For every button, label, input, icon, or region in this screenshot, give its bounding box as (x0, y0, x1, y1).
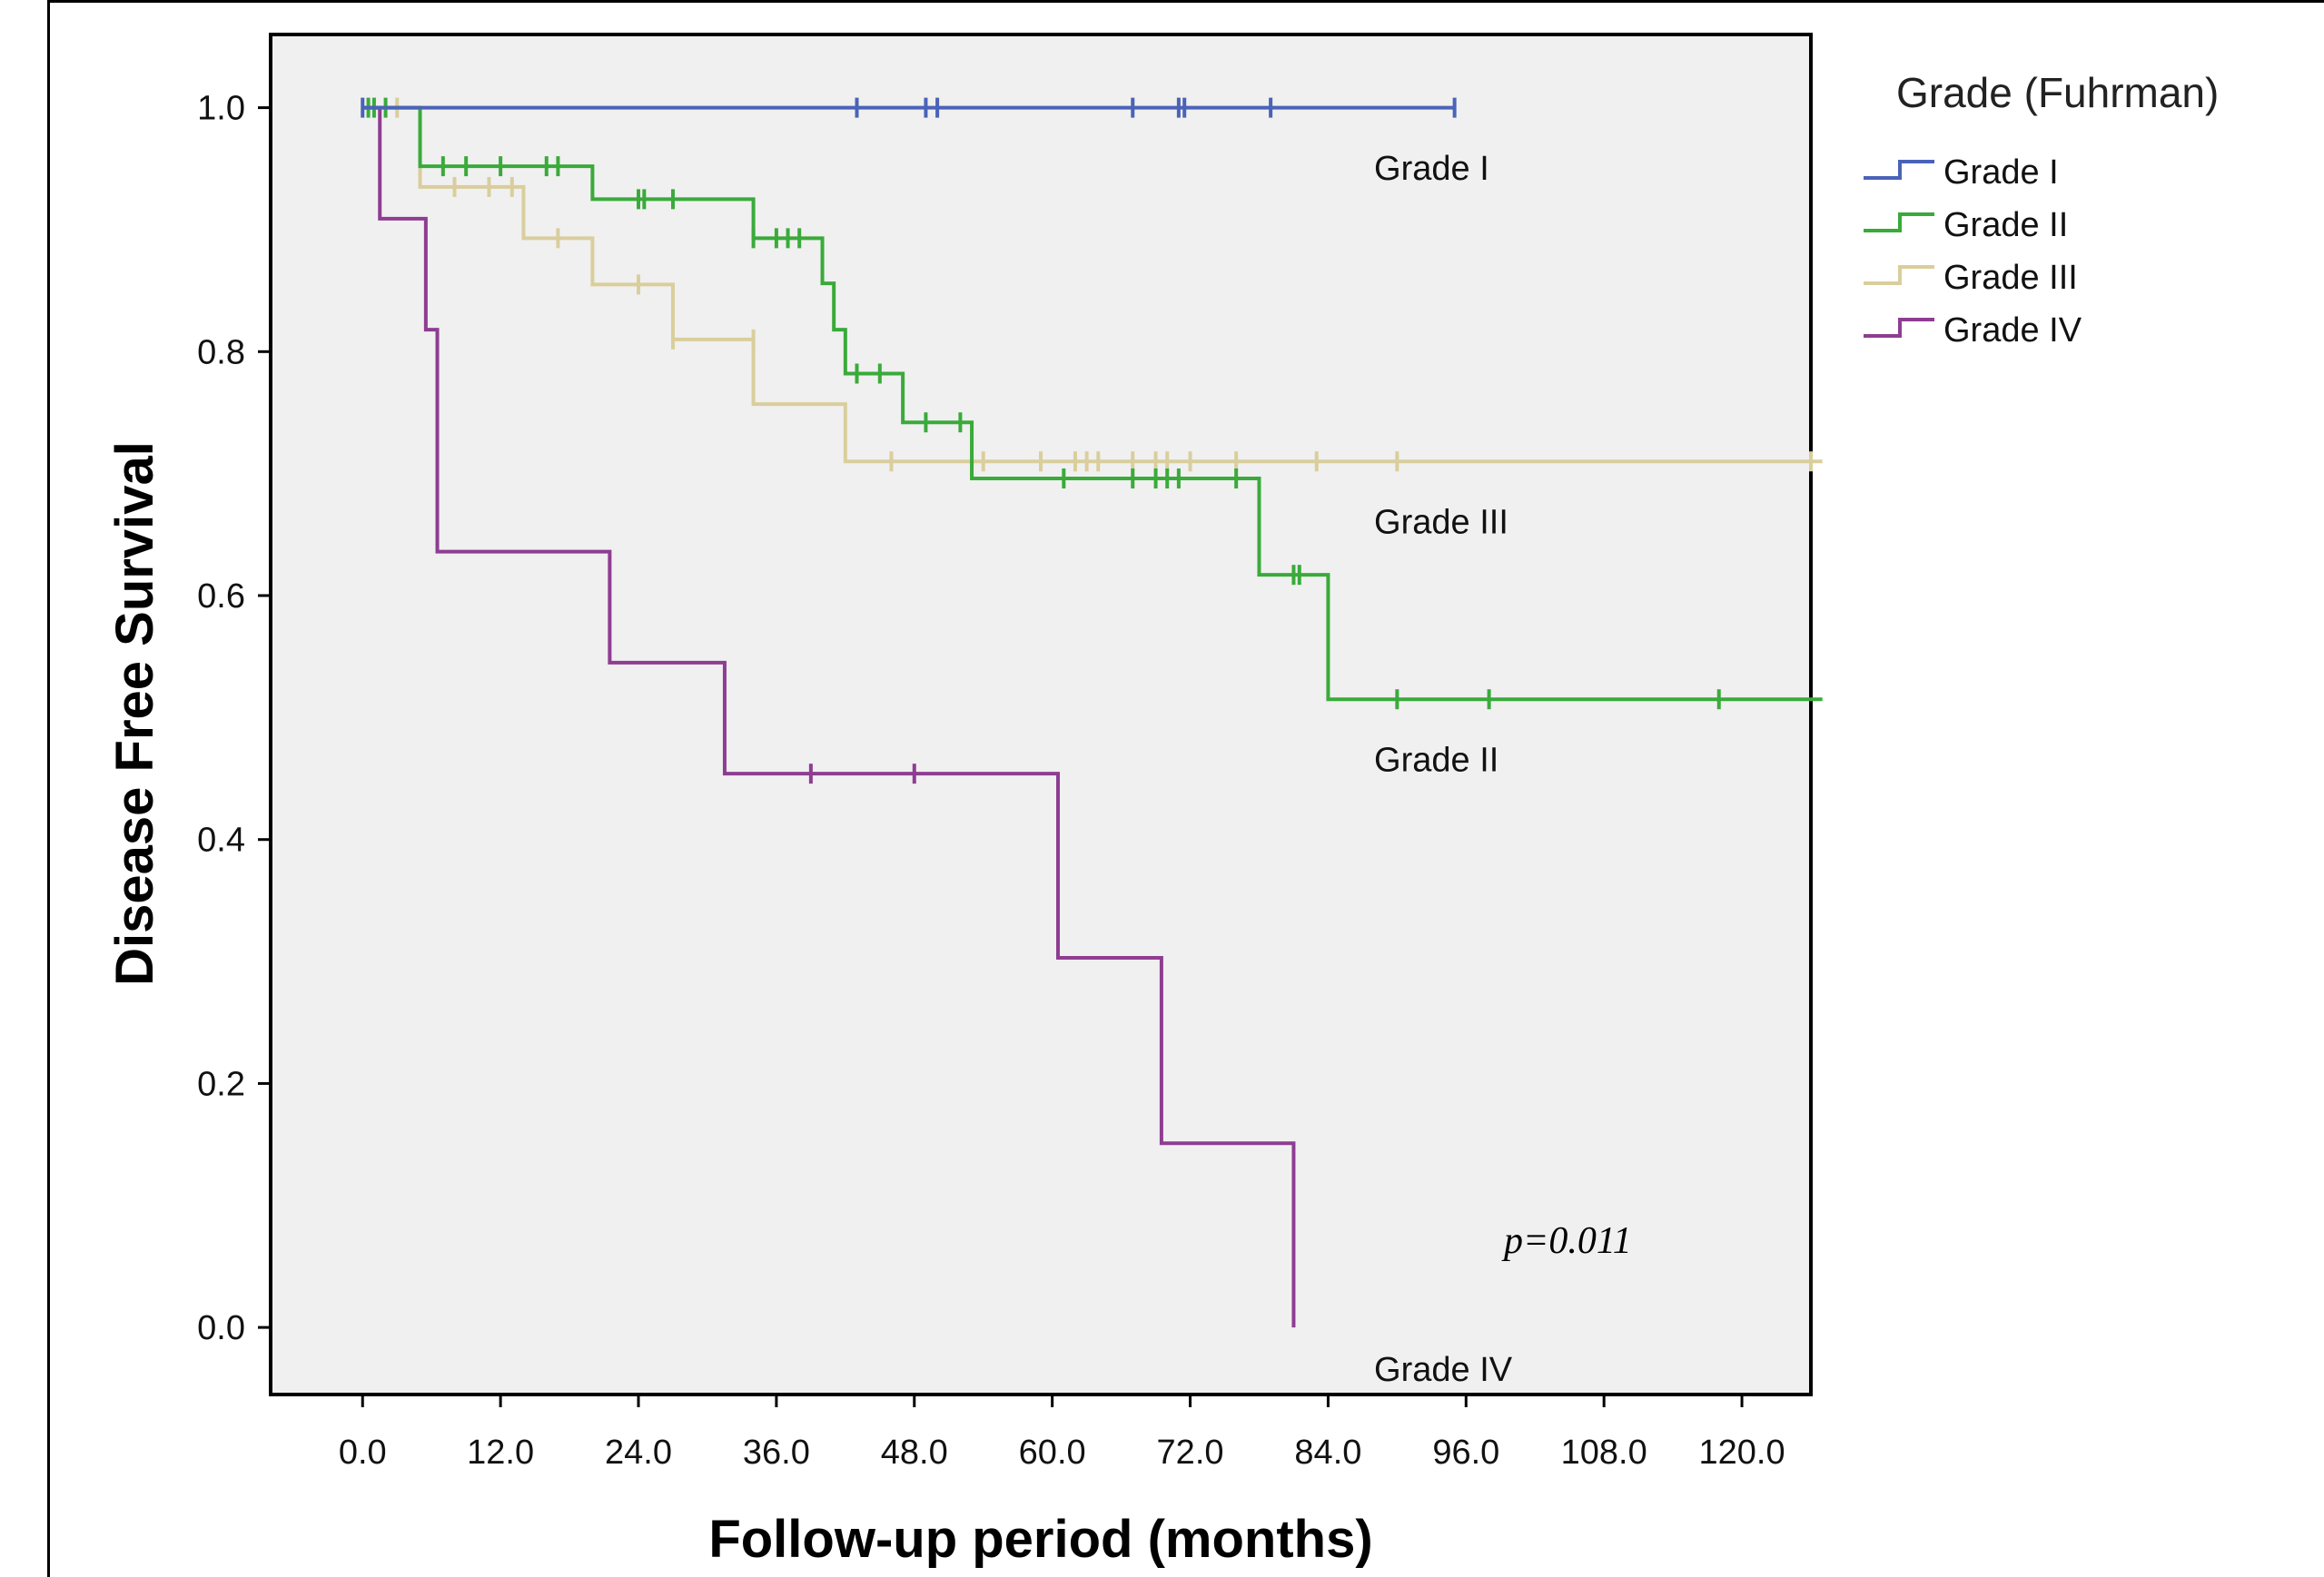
legend-label: Grade IV (1943, 311, 2082, 350)
axis-ticks (258, 106, 1744, 1407)
y-tick-label: 1.0 (197, 90, 245, 128)
y-tick-label: 0.0 (197, 1309, 245, 1347)
curve-label: Grade II (1374, 741, 1498, 779)
curve-labels: Grade I Grade II Grade III Grade IV (1374, 150, 1513, 1389)
legend-items: Grade I Grade II Grade III Grade IV (1864, 153, 2082, 350)
series-grade-i (361, 97, 1457, 118)
chart-frame (47, 0, 2324, 1577)
y-axis-title: Disease Free Survival (105, 441, 164, 986)
legend-label: Grade II (1943, 206, 2068, 244)
series-layer (361, 97, 1823, 1328)
annotation-p-value: p=0.011 (1501, 1220, 1632, 1262)
x-tick-label: 72.0 (1157, 1434, 1224, 1472)
series-line-grade-iii (362, 105, 1823, 464)
y-tick-label: 0.4 (197, 822, 245, 860)
legend-item-grade-iii: Grade III (1864, 259, 2078, 297)
legend-title: Grade (Fuhrman) (1896, 69, 2219, 116)
y-tick-label: 0.2 (197, 1065, 245, 1103)
y-tick-label: 0.8 (197, 333, 245, 371)
x-tick-label: 120.0 (1699, 1434, 1785, 1472)
legend-swatch (1864, 212, 1934, 232)
y-tick-label: 0.6 (197, 577, 245, 616)
curve-label: Grade I (1374, 150, 1489, 188)
x-tick-label: 48.0 (881, 1434, 948, 1472)
legend-label: Grade I (1943, 153, 2059, 192)
legend-item-grade-ii: Grade II (1864, 206, 2068, 244)
curve-label: Grade III (1374, 503, 1508, 541)
x-tick-label: 84.0 (1294, 1434, 1361, 1472)
legend-swatch (1864, 160, 1934, 180)
tick-labels: 0.0 12.0 24.0 36.0 48.0 60.0 72.0 84.0 96.0 108.0… (197, 90, 1785, 1472)
curve-label: Grade IV (1374, 1351, 1513, 1389)
legend: Grade (Fuhrman) Grade I Grade II Grade III… (1864, 69, 2219, 350)
legend-item-grade-i: Grade I (1864, 153, 2059, 192)
x-tick-label: 0.0 (339, 1434, 387, 1472)
series-grade-iii (362, 97, 1823, 472)
x-tick-label: 24.0 (605, 1434, 672, 1472)
plot-area (269, 33, 1813, 1396)
x-tick-label: 60.0 (1019, 1434, 1086, 1472)
series-grade-iv (362, 105, 1296, 1328)
legend-label: Grade III (1943, 259, 2078, 297)
legend-item-grade-iv: Grade IV (1864, 311, 2082, 350)
series-grade-ii (362, 97, 1823, 710)
x-tick-label: 108.0 (1561, 1434, 1647, 1472)
x-tick-label: 12.0 (467, 1434, 534, 1472)
series-line-grade-ii (362, 105, 1823, 702)
x-axis-title: Follow-up period (months) (708, 1510, 1372, 1569)
series-line-grade-iv (362, 105, 1296, 1328)
legend-swatch (1864, 265, 1934, 285)
x-tick-label: 96.0 (1432, 1434, 1499, 1472)
x-tick-label: 36.0 (743, 1434, 810, 1472)
legend-swatch (1864, 318, 1934, 338)
